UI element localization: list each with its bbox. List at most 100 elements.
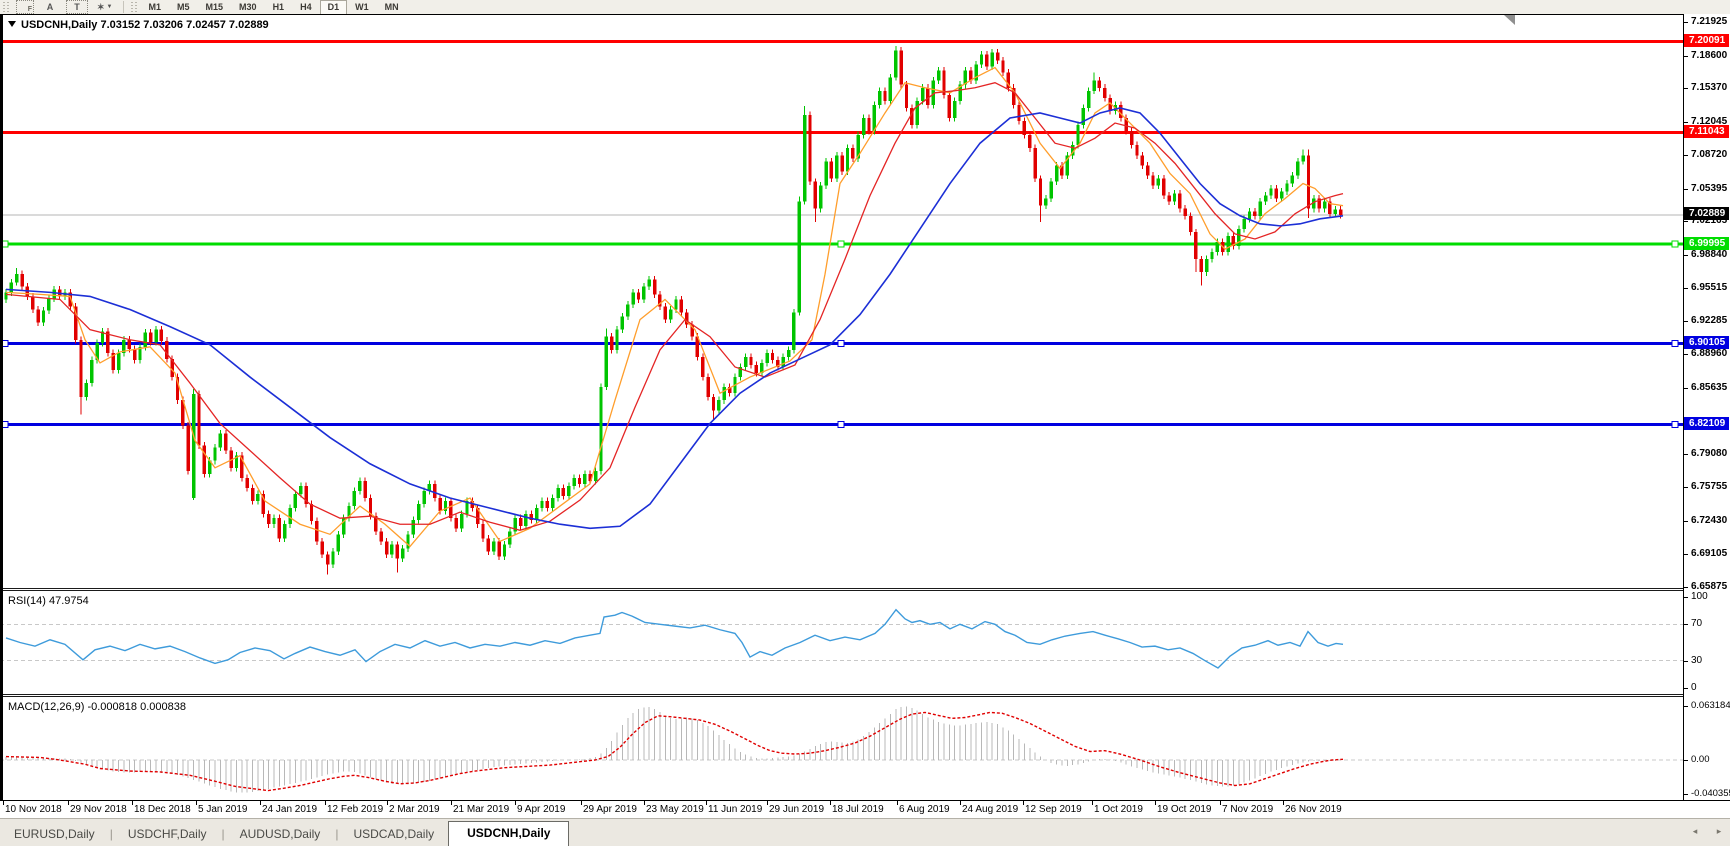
price-badge-7.11043: 7.11043 <box>1684 125 1729 139</box>
tab-scroll-right-icon[interactable]: ▸ <box>1716 825 1722 836</box>
panel-divider[interactable] <box>0 694 1684 697</box>
timeframe-m5-button[interactable]: M5 <box>177 2 190 12</box>
date-tick <box>960 801 961 805</box>
price-tick <box>1684 254 1688 256</box>
price-tick <box>1684 221 1688 223</box>
macd-panel[interactable]: MACD(12,26,9) -0.000818 0.000838 <box>0 697 1684 800</box>
price-tick-label: 7.15370 <box>1691 82 1728 94</box>
fibonacci-tool-icon[interactable]: F <box>16 0 34 14</box>
current-price-badge: 7.02889 <box>1684 207 1729 221</box>
date-tick <box>1283 801 1284 805</box>
date-label: 10 Nov 2018 <box>5 804 62 815</box>
toolbar-grip-icon[interactable] <box>130 2 138 12</box>
time-axis-border <box>0 800 1730 801</box>
candlestick-chart[interactable] <box>0 15 1684 589</box>
date-label: 21 Mar 2019 <box>453 804 510 815</box>
toolbar-grip-icon[interactable] <box>3 2 10 12</box>
chart-menu-triangle-icon[interactable] <box>8 21 16 27</box>
main-chart-panel[interactable]: USDCNH,Daily 7.03152 7.03206 7.02457 7.0… <box>0 14 1684 589</box>
date-tick <box>581 801 582 805</box>
chart-shift-marker-icon[interactable] <box>1504 15 1515 25</box>
date-label: 9 Apr 2019 <box>517 804 566 815</box>
date-tick <box>196 801 197 805</box>
date-tick <box>515 801 516 805</box>
price-tick-label: 6.75755 <box>1691 481 1728 493</box>
price-badge-6.99995: 6.99995 <box>1684 236 1729 250</box>
price-badge-6.82109: 6.82109 <box>1684 416 1729 430</box>
price-tick-label: 6.98840 <box>1691 248 1728 260</box>
date-tick <box>644 801 645 805</box>
tab-usdcnh-daily[interactable]: USDCNH,Daily <box>448 821 570 846</box>
tab-audusd-daily[interactable]: AUDUSD,Daily <box>239 827 321 841</box>
date-tick <box>132 801 133 805</box>
line-handle[interactable] <box>837 240 845 248</box>
tab-usdcad-daily[interactable]: USDCAD,Daily <box>353 827 435 841</box>
rsi-panel[interactable]: RSI(14) 47.9754 <box>0 591 1684 694</box>
macd-tick-label: 0.063184 <box>1691 700 1730 712</box>
macd-tick-label: -0.040355 <box>1691 788 1730 800</box>
line-handle[interactable] <box>837 340 845 348</box>
text-tool-icon[interactable]: A <box>46 2 54 12</box>
rsi-tick <box>1684 688 1688 689</box>
chart-tab-bar: EURUSD,Daily | USDCHF,Daily | AUDUSD,Daily | U… <box>0 818 1730 846</box>
date-tick <box>767 801 768 805</box>
time-axis[interactable]: 10 Nov 2018 29 Nov 2018 18 Dec 2018 5 Jan 2… <box>0 801 1730 818</box>
date-tick <box>1155 801 1156 805</box>
date-label: 1 Oct 2019 <box>1094 804 1143 815</box>
price-tick <box>1684 22 1688 23</box>
price-tick-label: 6.92285 <box>1691 314 1728 326</box>
date-tick <box>897 801 898 805</box>
timeframe-h4-button[interactable]: H4 <box>300 2 312 12</box>
timeframe-m1-button[interactable]: M1 <box>148 2 162 12</box>
tab-scroll-left-icon[interactable]: ◂ <box>1692 825 1698 836</box>
date-tick <box>1092 801 1093 805</box>
date-label: 6 Aug 2019 <box>899 804 950 815</box>
line-handle[interactable] <box>837 420 845 428</box>
date-label: 29 Apr 2019 <box>583 804 637 815</box>
date-label: 18 Dec 2018 <box>134 804 191 815</box>
tab-usdchf-daily[interactable]: USDCHF,Daily <box>127 827 207 841</box>
date-tick <box>387 801 388 805</box>
ma-slow-blue <box>5 107 1344 530</box>
date-tick <box>325 801 326 805</box>
price-axis[interactable]: 7.21925 7.18600 7.15370 7.12045 7.08720 7.053… <box>1684 14 1730 800</box>
price-tick <box>1684 88 1688 90</box>
date-label: 24 Jan 2019 <box>262 804 318 815</box>
price-tick-label: 6.69105 <box>1691 548 1728 560</box>
price-tick <box>1684 554 1688 556</box>
arrows-tool-icon[interactable]: ✶ ▼ <box>97 1 113 12</box>
panel-divider[interactable] <box>0 588 1684 591</box>
timeframe-m15-button[interactable]: M15 <box>205 2 224 12</box>
date-tick <box>1220 801 1221 805</box>
price-tick-label: 7.02165 <box>1691 215 1728 227</box>
timeframe-w1-button[interactable]: W1 <box>355 2 369 12</box>
price-tick <box>1684 387 1688 389</box>
macd-tick <box>1684 760 1688 761</box>
line-handle[interactable] <box>1671 340 1679 348</box>
timeframe-d1-button[interactable]: D1 <box>319 0 348 15</box>
price-tick <box>1684 155 1688 157</box>
date-label: 23 May 2019 <box>646 804 704 815</box>
date-label: 5 Jan 2019 <box>198 804 248 815</box>
toolbar-separator <box>122 1 124 13</box>
date-label: 2 Mar 2019 <box>389 804 440 815</box>
date-label: 26 Nov 2019 <box>1285 804 1342 815</box>
date-label: 19 Oct 2019 <box>1157 804 1212 815</box>
rsi-line <box>5 608 1344 669</box>
line-handle[interactable] <box>1671 420 1679 428</box>
price-tick-label: 6.79080 <box>1691 447 1728 459</box>
text-label-tool-icon[interactable]: T <box>66 0 88 14</box>
chevron-down-icon: ▼ <box>106 4 113 10</box>
macd-plot <box>0 706 1684 793</box>
macd-signal-line <box>5 711 1344 792</box>
rsi-tick-label: 30 <box>1691 654 1703 666</box>
timeframe-m30-button[interactable]: M30 <box>239 2 257 12</box>
price-tick <box>1684 586 1688 588</box>
timeframe-mn-button[interactable]: MN <box>384 2 399 12</box>
price-tick <box>1684 121 1688 123</box>
price-axis-border <box>1683 14 1684 800</box>
tab-eurusd-daily[interactable]: EURUSD,Daily <box>14 827 95 841</box>
line-handle[interactable] <box>1671 240 1679 248</box>
timeframe-h1-button[interactable]: H1 <box>272 2 285 12</box>
